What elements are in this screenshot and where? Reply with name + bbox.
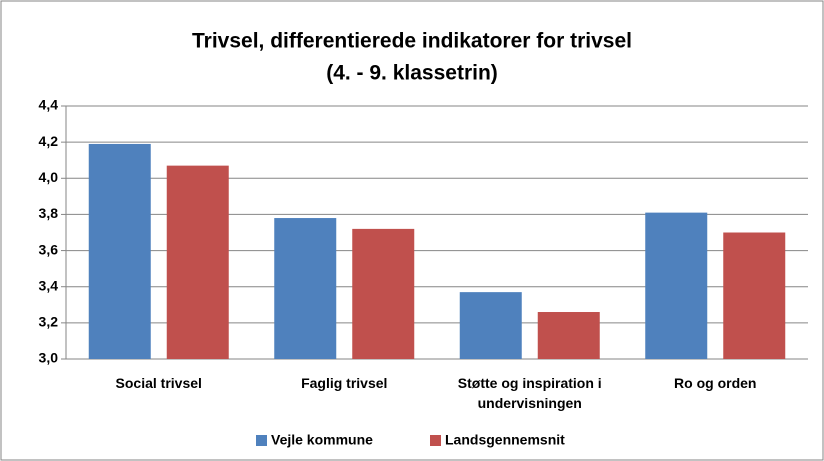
bar <box>352 228 415 359</box>
bar <box>88 143 151 359</box>
chart-title: (4. - 9. klassetrin) <box>326 62 498 85</box>
x-tick-label: Støtte og inspiration i undervisningen <box>457 375 602 411</box>
chart-title: Trivsel, differentierede indikatorer for… <box>192 30 632 53</box>
bar <box>645 212 708 359</box>
x-tick-label: Ro og orden <box>674 375 757 391</box>
legend-label: Vejle kommune <box>271 432 373 448</box>
y-tick-label: 4,0 <box>39 169 59 185</box>
y-tick-label: 3,4 <box>39 277 59 293</box>
y-tick-label: 3,8 <box>39 205 59 221</box>
bar <box>537 312 600 359</box>
y-tick-label: 3,6 <box>39 241 59 257</box>
x-tick-label: Faglig trivsel <box>301 375 388 391</box>
bar <box>166 165 229 359</box>
bar <box>723 232 786 359</box>
y-tick-label: 4,2 <box>39 133 59 149</box>
bar <box>274 218 337 359</box>
bar <box>459 292 522 359</box>
y-tick-label: 3,2 <box>39 314 59 330</box>
x-tick-label: Social trivsel <box>115 375 202 391</box>
legend-swatch <box>256 435 267 446</box>
y-tick-label: 3,0 <box>39 350 59 366</box>
legend-swatch <box>430 435 441 446</box>
legend-label: Landsgennemsnit <box>445 432 565 448</box>
y-tick-label: 4,4 <box>39 97 59 113</box>
